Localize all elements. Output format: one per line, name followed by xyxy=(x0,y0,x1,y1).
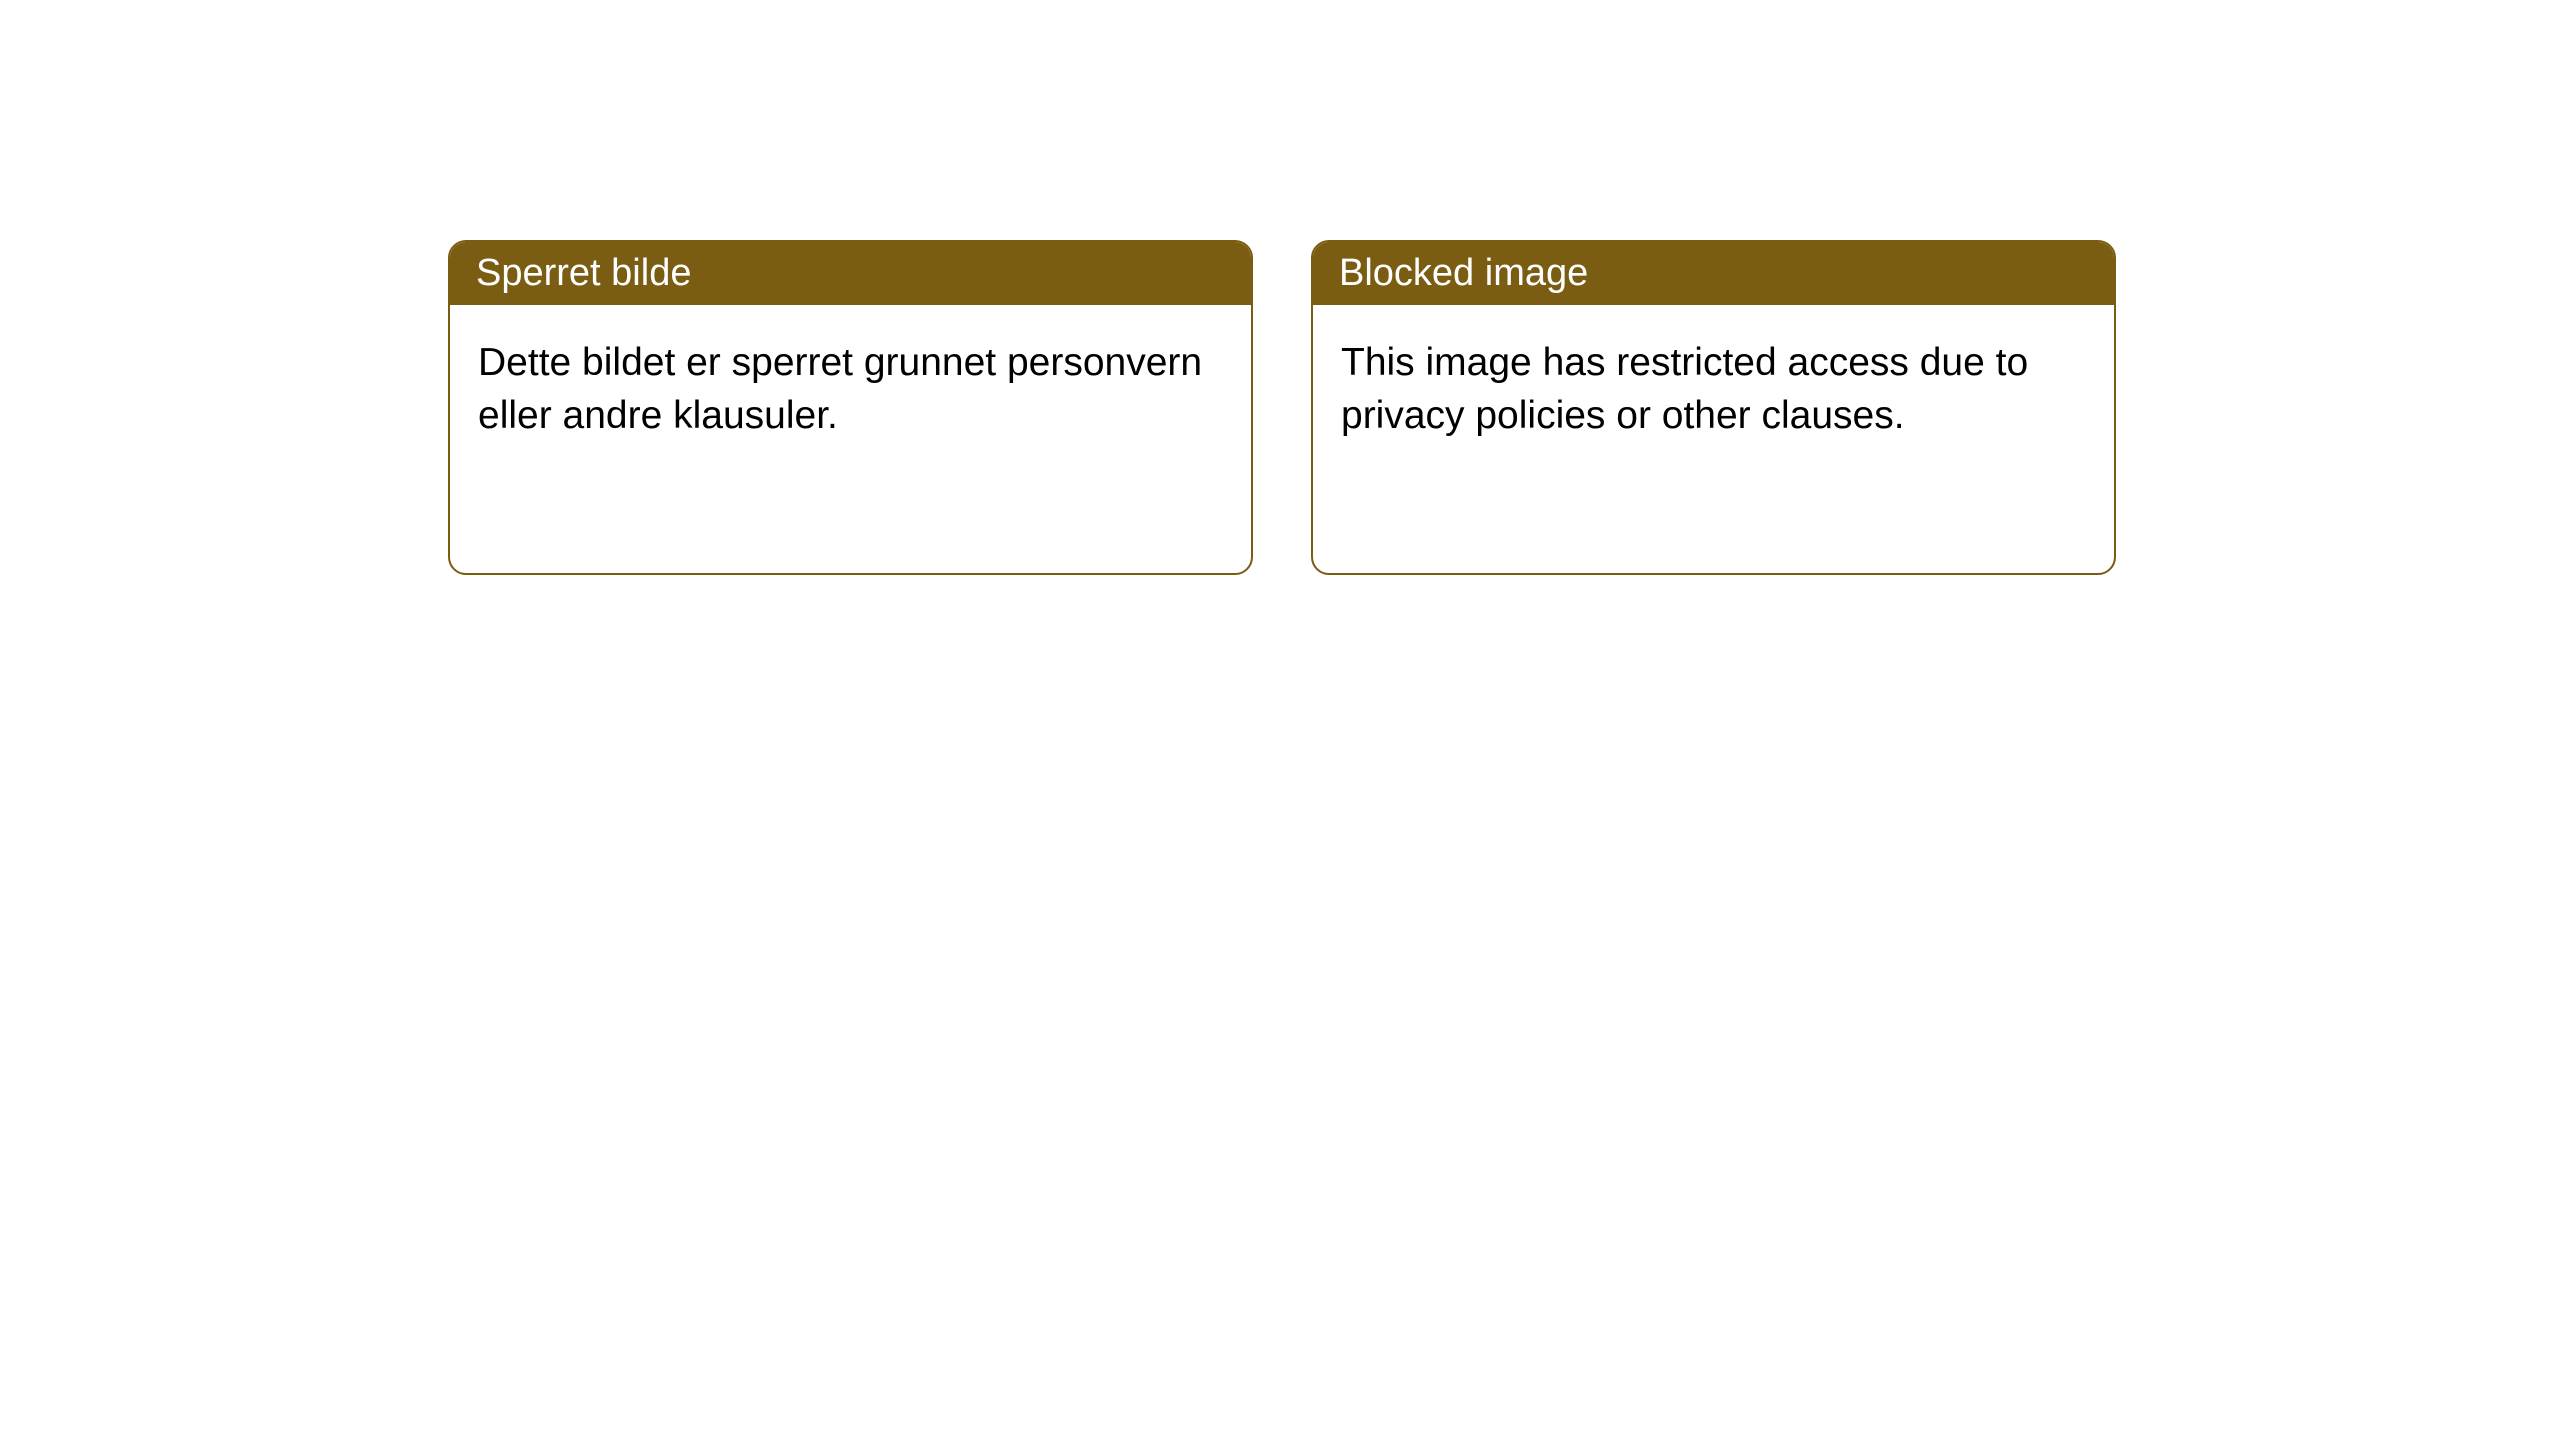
cards-container: Sperret bilde Dette bildet er sperret gr… xyxy=(0,0,2560,575)
card-title: Sperret bilde xyxy=(476,252,691,294)
blocked-image-card-no: Sperret bilde Dette bildet er sperret gr… xyxy=(448,240,1253,575)
card-header: Sperret bilde xyxy=(450,242,1251,305)
card-header: Blocked image xyxy=(1313,242,2114,305)
card-body-text: Dette bildet er sperret grunnet personve… xyxy=(478,341,1202,437)
blocked-image-card-en: Blocked image This image has restricted … xyxy=(1311,240,2116,575)
card-body: This image has restricted access due to … xyxy=(1313,305,2114,474)
card-title: Blocked image xyxy=(1339,252,1588,294)
card-body: Dette bildet er sperret grunnet personve… xyxy=(450,305,1251,474)
card-body-text: This image has restricted access due to … xyxy=(1341,341,2028,437)
